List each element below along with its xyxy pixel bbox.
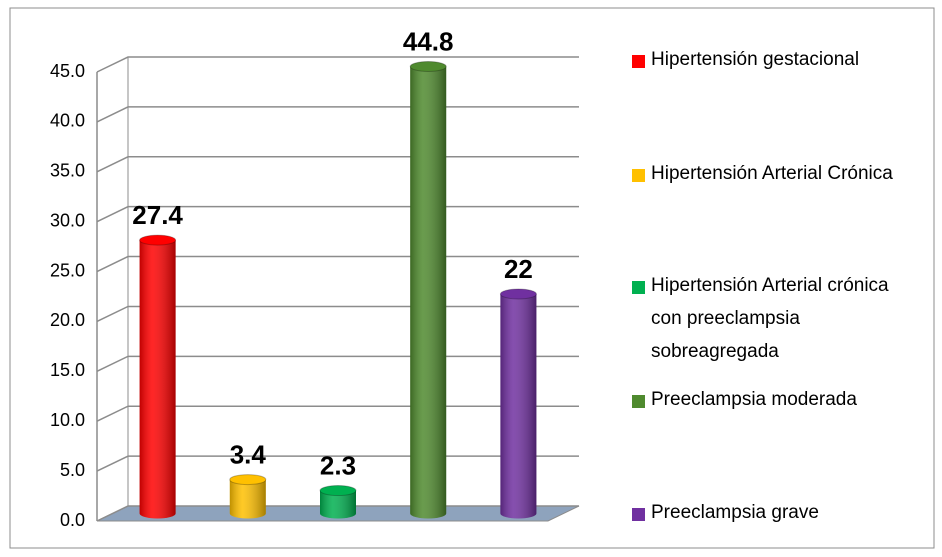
legend-label: Hipertensión Arterial crónica con preecl… [651, 275, 889, 362]
grid-line [96, 56, 579, 73]
grid-line [96, 106, 579, 123]
chart-border [9, 7, 935, 549]
y-tick-label: 45.0 [50, 61, 85, 81]
bar [229, 474, 267, 519]
y-tick-label: 20.0 [50, 310, 85, 330]
legend-swatch [632, 395, 645, 408]
y-tick-label: 25.0 [50, 260, 85, 280]
y-tick-label: 40.0 [50, 111, 85, 131]
bar [499, 288, 537, 519]
data-label: 3.4 [230, 440, 267, 470]
legend-swatch [632, 169, 645, 182]
data-label: 22 [504, 254, 533, 284]
legend-swatch [632, 508, 645, 521]
bar [139, 234, 177, 519]
y-tick-label: 10.0 [50, 410, 85, 430]
legend-item: Preeclampsia moderada [632, 389, 921, 416]
data-label: 2.3 [320, 451, 356, 481]
legend-item: Hipertensión Arterial crónica con preecl… [632, 275, 921, 368]
bar [319, 485, 357, 519]
data-label: 27.4 [132, 200, 183, 230]
data-label: 44.8 [403, 26, 454, 56]
legend-item: Hipertensión Arterial Crónica [632, 163, 921, 190]
bar [409, 60, 447, 519]
legend-label: Preeclampsia grave [651, 502, 819, 523]
y-tick-label: 30.0 [50, 210, 85, 230]
legend-swatch [632, 281, 645, 294]
y-tick-label: 5.0 [60, 460, 85, 480]
y-tick-label: 35.0 [50, 161, 85, 181]
legend-label: Hipertensión Arterial Crónica [651, 163, 893, 184]
legend-item: Hipertensión gestacional [632, 49, 921, 76]
legend-label: Preeclampsia moderada [651, 389, 857, 410]
y-tick-label: 15.0 [50, 360, 85, 380]
grid-line [96, 156, 579, 173]
legend-item: Preeclampsia grave [632, 502, 921, 529]
legend-swatch [632, 55, 645, 68]
y-tick-label: 0.0 [60, 510, 85, 530]
legend-label: Hipertensión gestacional [651, 49, 860, 70]
